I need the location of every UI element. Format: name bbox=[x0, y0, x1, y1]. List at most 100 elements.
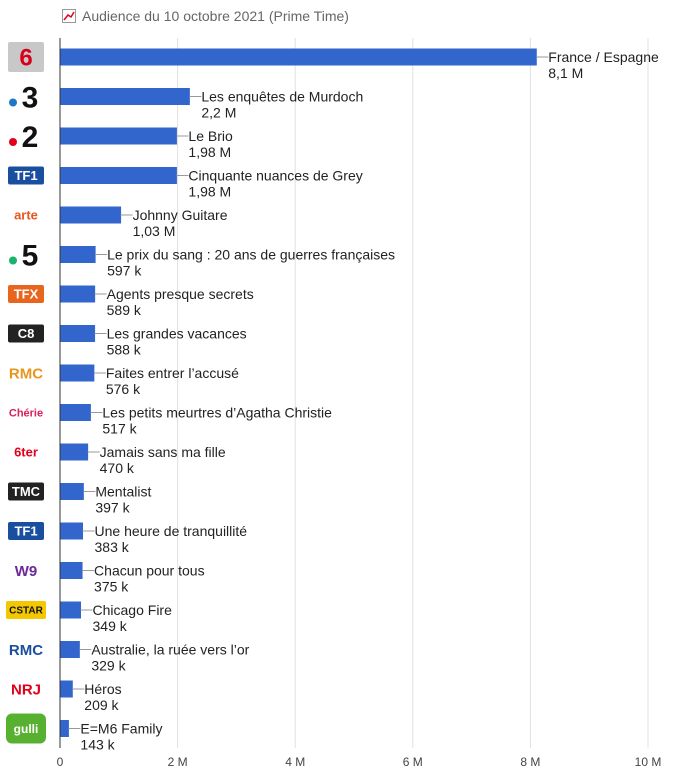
bar-program-label: Le prix du sang : 20 ans de guerres fran… bbox=[107, 247, 395, 263]
channel-logo: TFX bbox=[8, 285, 44, 303]
channel-logo: 3 bbox=[9, 82, 38, 115]
svg-text:C8: C8 bbox=[18, 326, 35, 341]
bar-value-label: 397 k bbox=[95, 500, 130, 516]
bar bbox=[60, 88, 190, 105]
bar bbox=[60, 285, 96, 303]
bar bbox=[60, 522, 84, 540]
svg-text:Chérie: Chérie bbox=[9, 407, 43, 419]
bar bbox=[60, 720, 69, 737]
svg-text:CSTAR: CSTAR bbox=[9, 606, 43, 617]
bar-program-label: Héros bbox=[84, 681, 121, 697]
bar-program-label: Les grandes vacances bbox=[107, 326, 247, 342]
channel-logo: arte bbox=[14, 208, 38, 223]
channel-logo: RMC bbox=[9, 365, 43, 382]
svg-text:NRJ: NRJ bbox=[11, 681, 41, 698]
bar bbox=[60, 641, 80, 658]
svg-text:TF1: TF1 bbox=[14, 168, 37, 183]
svg-text:2: 2 bbox=[22, 121, 39, 154]
bar-value-label: 143 k bbox=[80, 737, 115, 753]
bar-value-label: 589 k bbox=[107, 302, 142, 318]
bar-program-label: Agents presque secrets bbox=[107, 286, 254, 302]
bar bbox=[60, 601, 82, 619]
chart-title-wrap: Audience du 10 octobre 2021 (Prime Time) bbox=[62, 6, 349, 26]
bar-program-label: Les petits meurtres d’Agatha Christie bbox=[102, 405, 332, 421]
bar-value-label: 1,03 M bbox=[133, 223, 176, 239]
svg-text:gulli: gulli bbox=[14, 722, 39, 736]
bar-value-label: 8,1 M bbox=[548, 65, 583, 81]
channel-logo: 6ter bbox=[14, 445, 38, 460]
svg-text:3: 3 bbox=[22, 82, 39, 115]
x-tick-label: 2 M bbox=[168, 755, 188, 769]
bar-value-label: 209 k bbox=[84, 697, 119, 713]
x-tick-label: 10 M bbox=[635, 755, 662, 769]
bar bbox=[60, 483, 84, 500]
bar-program-label: Chacun pour tous bbox=[94, 563, 205, 579]
bar-value-label: 1,98 M bbox=[188, 144, 231, 160]
bar-value-label: 470 k bbox=[100, 460, 135, 476]
bar-program-label: Une heure de tranquillité bbox=[95, 523, 248, 539]
bar bbox=[60, 167, 177, 184]
bar-program-label: Chicago Fire bbox=[93, 602, 173, 618]
bar-value-label: 1,98 M bbox=[188, 184, 231, 200]
channel-logo: C8 bbox=[8, 324, 44, 343]
bar bbox=[60, 325, 96, 342]
bar-program-label: E=M6 Family bbox=[80, 721, 162, 737]
bar-program-label: Cinquante nuances de Grey bbox=[188, 168, 362, 184]
bar bbox=[60, 48, 537, 66]
svg-text:5: 5 bbox=[22, 240, 39, 273]
svg-text:TMC: TMC bbox=[12, 484, 41, 499]
bar-program-label: Les enquêtes de Murdoch bbox=[201, 89, 363, 105]
svg-text:TF1: TF1 bbox=[14, 524, 37, 539]
bar-value-label: 2,2 M bbox=[201, 105, 236, 121]
bar-program-label: Mentalist bbox=[95, 484, 151, 500]
svg-text:6: 6 bbox=[19, 45, 32, 72]
channel-logo: TMC bbox=[8, 482, 44, 501]
bar bbox=[60, 443, 89, 461]
x-tick-label: 6 M bbox=[403, 755, 423, 769]
bar-program-label: Jamais sans ma fille bbox=[100, 444, 226, 460]
bar-program-label: France / Espagne bbox=[548, 49, 659, 65]
svg-text:6ter: 6ter bbox=[14, 445, 38, 460]
channel-logo: 2 bbox=[9, 121, 38, 154]
x-tick-label: 4 M bbox=[285, 755, 305, 769]
bar bbox=[60, 404, 91, 421]
bar-value-label: 329 k bbox=[91, 658, 126, 674]
bar-program-label: Faites entrer l’accusé bbox=[106, 365, 239, 381]
channel-logo: CSTAR bbox=[6, 601, 46, 619]
svg-text:W9: W9 bbox=[15, 563, 38, 580]
bar bbox=[60, 364, 95, 382]
svg-text:TFX: TFX bbox=[14, 287, 39, 302]
channel-logo: 6 bbox=[8, 42, 44, 72]
channel-logo: RMC bbox=[9, 642, 43, 659]
bar-value-label: 375 k bbox=[94, 579, 129, 595]
bar bbox=[60, 246, 96, 263]
bar-program-label: Le Brio bbox=[188, 128, 233, 144]
svg-text:RMC: RMC bbox=[9, 642, 43, 659]
bar bbox=[60, 127, 177, 145]
bar-value-label: 349 k bbox=[93, 618, 128, 634]
channel-logo: TF1 bbox=[8, 166, 44, 185]
channel-logo: W9 bbox=[15, 563, 38, 580]
channel-logo: 5 bbox=[9, 240, 38, 273]
bar-program-label: Australie, la ruée vers l’or bbox=[91, 642, 249, 658]
chart-title: Audience du 10 octobre 2021 (Prime Time) bbox=[82, 8, 349, 24]
bar-program-label: Johnny Guitare bbox=[133, 207, 228, 223]
x-tick-label: 0 bbox=[57, 755, 64, 769]
bar-value-label: 576 k bbox=[106, 381, 141, 397]
channel-logo: gulli bbox=[6, 713, 46, 744]
bar bbox=[60, 562, 83, 579]
chart-icon bbox=[62, 9, 76, 23]
bar bbox=[60, 680, 73, 698]
bar-value-label: 383 k bbox=[95, 539, 130, 555]
bar-value-label: 588 k bbox=[107, 342, 142, 358]
svg-text:RMC: RMC bbox=[9, 365, 43, 382]
bar bbox=[60, 206, 122, 224]
channel-logo: NRJ bbox=[11, 681, 41, 698]
channel-logo: Chérie bbox=[9, 407, 43, 419]
svg-text:arte: arte bbox=[14, 208, 38, 223]
channel-logo: TF1 bbox=[8, 522, 44, 540]
bar-value-label: 517 k bbox=[102, 421, 137, 437]
x-tick-label: 8 M bbox=[520, 755, 540, 769]
